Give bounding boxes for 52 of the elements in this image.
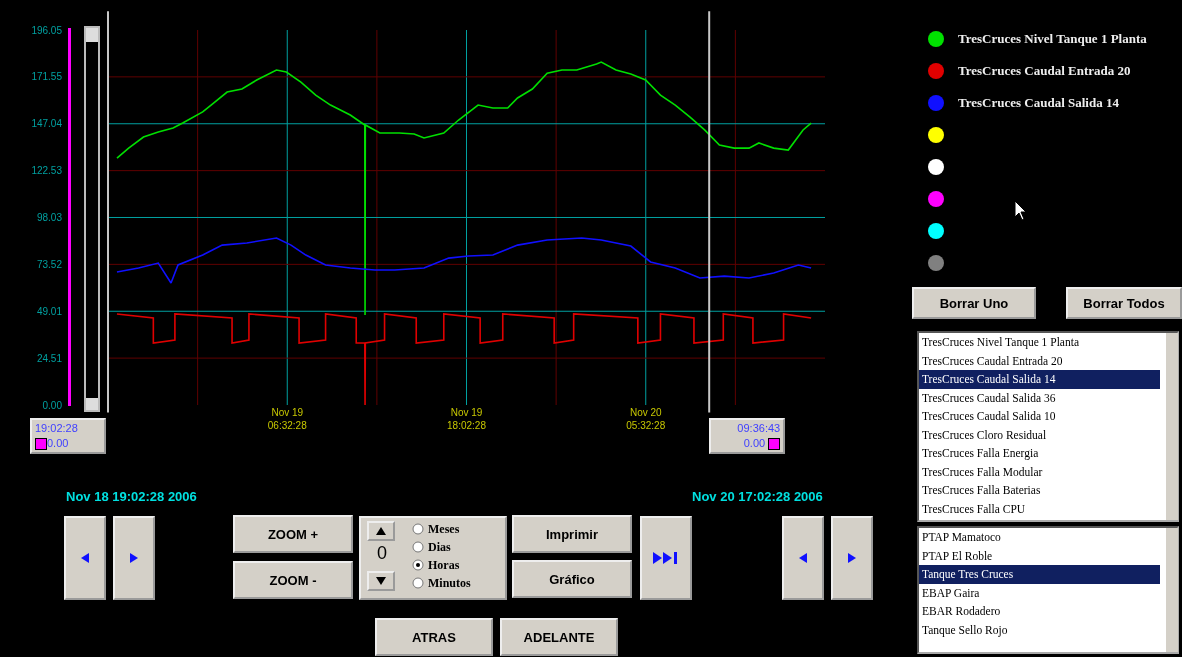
text: TresCruces Caudal Salida 10 (921, 409, 1057, 424)
text: TresCruces Nivel Tanque 1 Planta (921, 335, 1080, 351)
text: TresCruces Caudal Salida 36 (921, 390, 1057, 406)
y-tick-label: 122.53 (31, 165, 63, 177)
text: TresCruces Falla CPU (921, 501, 1027, 517)
text: TresCruces Caudal Salida 14 (919, 370, 1160, 389)
text: Borrar Uno (912, 287, 1036, 319)
text: Minutos (427, 574, 472, 592)
x-tick-label: Nov 20 05:32:28 (626, 407, 666, 431)
text: ZOOM - (233, 561, 353, 599)
text: Gráfico (512, 560, 632, 598)
text: TresCruces Falla Baterias (921, 483, 1042, 498)
y-tick-label: 98.03 (36, 211, 63, 223)
text: ZOOM + (233, 515, 353, 553)
y-tick-label: 171.55 (31, 71, 63, 83)
text: Tanque Tres Cruces (919, 565, 1160, 584)
text: Nov 20 17:02:28 2006 (692, 489, 823, 504)
text: ADELANTE (500, 618, 618, 656)
text: Tanque Sello Rojo (921, 622, 1009, 639)
legend-label: TresCruces Caudal Salida 14 (957, 94, 1119, 112)
text: EBAP Gaira (921, 585, 981, 601)
text: 0.00 (743, 437, 766, 449)
text: TresCruces Caudal Entrada 20 (921, 353, 1064, 369)
ref-line-label: 09:36:43 (737, 422, 781, 434)
line-series (116, 237, 812, 284)
y-tick-label: 196.05 (31, 24, 63, 36)
y-tick-label: 73.52 (36, 258, 63, 270)
y-tick-label: 147.04 (31, 118, 63, 130)
text: Imprimir (512, 515, 632, 553)
text: Dias (427, 538, 452, 556)
text: Meses (427, 520, 461, 538)
x-tick-label: Nov 19 18:02:28 (447, 407, 487, 431)
y-tick-label: 24.51 (36, 352, 63, 364)
text: Nov 18 19:02:28 2006 (66, 489, 197, 504)
text: TresCruces Falla Energia (921, 446, 1040, 462)
legend-label: TresCruces Caudal Entrada 20 (957, 62, 1131, 80)
text: ATRAS (375, 618, 493, 656)
text: EBAR Rodadero (921, 604, 1002, 619)
text: TresCruces Cloro Residual (921, 427, 1048, 443)
text: 19:02:28 (35, 422, 78, 434)
text: Horas (427, 556, 461, 574)
text: Borrar Todos (1066, 287, 1182, 319)
y-tick-label: 0.00 (42, 399, 63, 411)
text: TresCruces Falla Modular (921, 464, 1044, 480)
legend-label: TresCruces Nivel Tanque 1 Planta (957, 30, 1147, 48)
text: PTAP El Roble (921, 548, 994, 564)
x-tick-label: Nov 19 06:32:28 (267, 407, 308, 431)
y-tick-label: 49.01 (36, 305, 63, 317)
text: 0 (376, 543, 388, 565)
text: PTAP Mamatoco (921, 530, 1002, 545)
line-series (116, 61, 812, 316)
line-series (116, 313, 812, 405)
